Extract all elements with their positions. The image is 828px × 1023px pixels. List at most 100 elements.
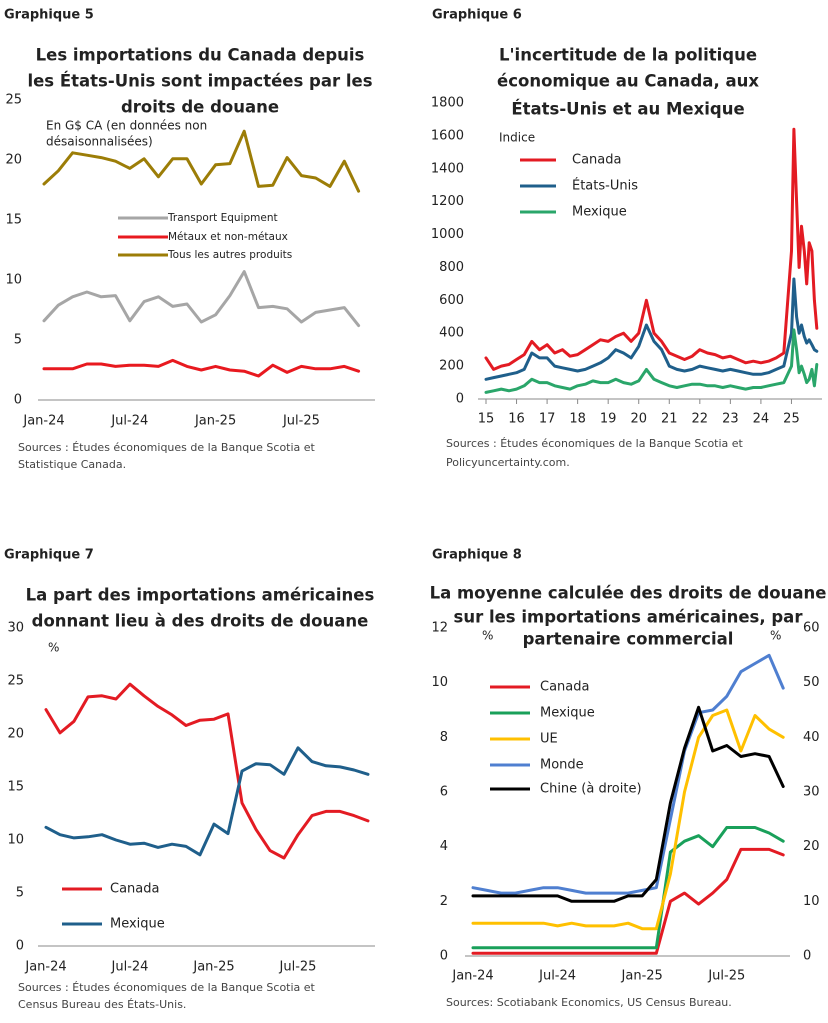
- y-tick-label: 10: [7, 833, 24, 848]
- unit-label-right: %: [770, 629, 781, 643]
- y-tick-label: 0: [16, 939, 24, 954]
- legend-label: États-Unis: [572, 178, 638, 194]
- y-tick-label: 1400: [431, 161, 464, 176]
- y-tick-label: 20: [7, 727, 24, 742]
- sources-note: Sources: Scotiabank Economics, US Census…: [446, 996, 732, 1009]
- series-line: [484, 277, 819, 381]
- y-tick-label: 1000: [431, 227, 464, 242]
- sources-note: Sources : Études économiques de la Banqu…: [18, 441, 316, 454]
- legend-label: UE: [540, 732, 558, 747]
- unit-label: %: [482, 629, 493, 643]
- chart-title: sur les importations américaines, par: [454, 608, 804, 627]
- y2-tick-label: 40: [803, 730, 820, 745]
- y-tick-label: 0: [440, 949, 448, 964]
- sources-note: Sources : Études économiques de la Banqu…: [18, 981, 316, 994]
- x-tick-label: Jan-24: [22, 414, 64, 429]
- y-tick-label: 600: [439, 293, 464, 308]
- legend-label: Tous les autres produits: [167, 249, 292, 261]
- y-tick-label: 10: [5, 273, 22, 288]
- y2-tick-label: 10: [803, 894, 820, 909]
- x-tick-label: 20: [630, 412, 647, 427]
- series-line: [42, 358, 361, 378]
- legend-label: Mexique: [110, 917, 165, 932]
- y2-tick-label: 60: [803, 621, 820, 636]
- legend-label: Mexique: [540, 706, 595, 721]
- chart-label: Graphique 7: [4, 548, 94, 563]
- y-tick-label: 4: [440, 839, 448, 854]
- chart-title: économique au Canada, aux: [497, 72, 759, 91]
- legend-label: Métaux et non-métaux: [168, 231, 288, 243]
- legend-label: Mexique: [572, 205, 627, 220]
- chart-title: La moyenne calculée des droits de douane: [430, 584, 827, 603]
- sources-note: Census Bureau des États-Unis.: [18, 998, 186, 1011]
- chart-title: Les importations du Canada depuis: [36, 46, 365, 65]
- unit-label: En G$ CA (en données non: [46, 119, 207, 133]
- x-tick-label: Jan-25: [621, 969, 663, 984]
- unit-label: Indice: [499, 131, 535, 145]
- x-tick-label: 24: [753, 412, 770, 427]
- x-tick-label: 21: [661, 412, 678, 427]
- chart-label: Graphique 8: [432, 548, 522, 563]
- x-tick-label: Jan-24: [24, 960, 66, 975]
- x-tick-label: Jul-25: [282, 414, 320, 429]
- y-tick-label: 2: [440, 894, 448, 909]
- chart-label: Graphique 5: [4, 8, 94, 23]
- chart-title: L'incertitude de la politique: [499, 46, 757, 65]
- chart-label: Graphique 6: [432, 8, 522, 23]
- x-tick-label: 17: [539, 412, 556, 427]
- unit-label: désaisonnalisées): [46, 135, 153, 149]
- sources-note: Statistique Canada.: [18, 458, 126, 471]
- y-tick-label: 20: [5, 153, 22, 168]
- y-tick-label: 5: [16, 886, 24, 901]
- y-tick-label: 1600: [431, 128, 464, 143]
- x-tick-label: 22: [692, 412, 709, 427]
- x-tick-label: 23: [722, 412, 739, 427]
- chart-title: donnant lieu à des droits de douane: [32, 612, 369, 631]
- y-tick-label: 1800: [431, 96, 464, 111]
- series-line: [42, 129, 361, 193]
- y-tick-label: 200: [439, 359, 464, 374]
- x-tick-label: Jul-24: [111, 960, 149, 975]
- legend-label: Chine (à droite): [540, 782, 642, 797]
- y-tick-label: 25: [7, 674, 24, 689]
- x-tick-label: 15: [478, 412, 495, 427]
- legend-label: Canada: [572, 153, 621, 168]
- y2-tick-label: 50: [803, 675, 820, 690]
- y-tick-label: 1200: [431, 194, 464, 209]
- series-line: [471, 653, 785, 895]
- sources-note: Policyuncertainty.com.: [446, 456, 570, 469]
- legend-label: Transport Equipment: [167, 212, 278, 224]
- y-tick-label: 15: [5, 213, 22, 228]
- series-line: [44, 682, 370, 860]
- legend-label: Monde: [540, 758, 584, 773]
- series-line: [471, 847, 785, 955]
- x-tick-label: 16: [508, 412, 525, 427]
- x-tick-label: Jul-25: [707, 969, 745, 984]
- sources-note: Sources : Études économiques de la Banqu…: [446, 437, 744, 450]
- x-tick-label: Jul-24: [110, 414, 148, 429]
- series-line: [471, 826, 785, 950]
- chart-title: La part des importations américaines: [26, 586, 375, 605]
- y-tick-label: 0: [14, 393, 22, 408]
- y-tick-label: 400: [439, 326, 464, 341]
- x-tick-label: 19: [600, 412, 617, 427]
- chart-title: droits de douane: [121, 98, 279, 117]
- y-tick-label: 6: [440, 785, 448, 800]
- y2-tick-label: 20: [803, 839, 820, 854]
- unit-label: %: [48, 641, 59, 655]
- x-tick-label: 25: [783, 412, 800, 427]
- y-tick-label: 800: [439, 260, 464, 275]
- series-line: [471, 705, 785, 903]
- y2-tick-label: 30: [803, 785, 820, 800]
- legend-label: Canada: [540, 680, 589, 695]
- series-line: [471, 708, 785, 931]
- y-tick-label: 10: [431, 675, 448, 690]
- chart-title: partenaire commercial: [523, 630, 734, 649]
- y-tick-label: 5: [14, 333, 22, 348]
- x-tick-label: Jul-24: [538, 969, 576, 984]
- x-tick-label: Jan-24: [451, 969, 493, 984]
- y-tick-label: 8: [440, 730, 448, 745]
- y-tick-label: 30: [7, 621, 24, 636]
- chart-title: les États-Unis sont impactées par les: [27, 72, 372, 91]
